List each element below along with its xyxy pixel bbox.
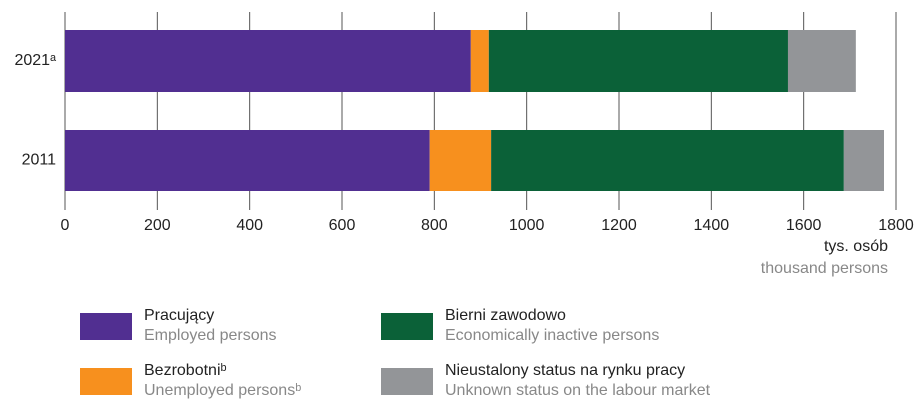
x-tick-label: 400	[236, 217, 263, 234]
x-axis-label-en: thousand persons	[761, 260, 888, 277]
legend-label-en: Unemployed personsᵇ	[144, 382, 301, 399]
bar-segment	[65, 130, 430, 191]
legend-label: Pracujący	[144, 307, 214, 324]
y-tick-label: 2011	[22, 152, 57, 169]
x-axis-label: tys. osób	[824, 238, 888, 255]
bar-segment	[787, 30, 856, 92]
x-tick-label: 1200	[601, 217, 637, 234]
x-tick-label: 1000	[509, 217, 545, 234]
y-tick-label: 2021ᵃ	[14, 52, 57, 69]
legend-label-en: Unknown status on the labour market	[445, 382, 711, 399]
legend-swatch	[381, 313, 433, 340]
legend-swatch	[80, 368, 132, 395]
x-tick-label: 1400	[694, 217, 730, 234]
x-tick-label: 200	[144, 217, 171, 234]
bar-segment	[491, 130, 844, 191]
legend-swatch	[381, 368, 433, 395]
x-tick-label: 1800	[878, 217, 914, 234]
legend-label: Nieustalony status na rynku pracy	[445, 362, 685, 379]
bar-segment	[843, 130, 884, 191]
legend-label: Bierni zawodowo	[445, 307, 566, 324]
bar-segment	[429, 130, 492, 191]
x-tick-label: 0	[61, 217, 70, 234]
x-tick-label: 1600	[786, 217, 822, 234]
x-tick-label: 600	[329, 217, 356, 234]
x-tick-label: 800	[421, 217, 448, 234]
legend-swatch	[80, 313, 132, 340]
bar-segment	[488, 30, 788, 92]
bar-segment	[470, 30, 489, 92]
legend-label-en: Employed persons	[144, 327, 277, 344]
legend-label-en: Economically inactive persons	[445, 327, 659, 344]
legend-label: Bezrobotniᵇ	[144, 362, 227, 379]
bar-segment	[65, 30, 471, 92]
